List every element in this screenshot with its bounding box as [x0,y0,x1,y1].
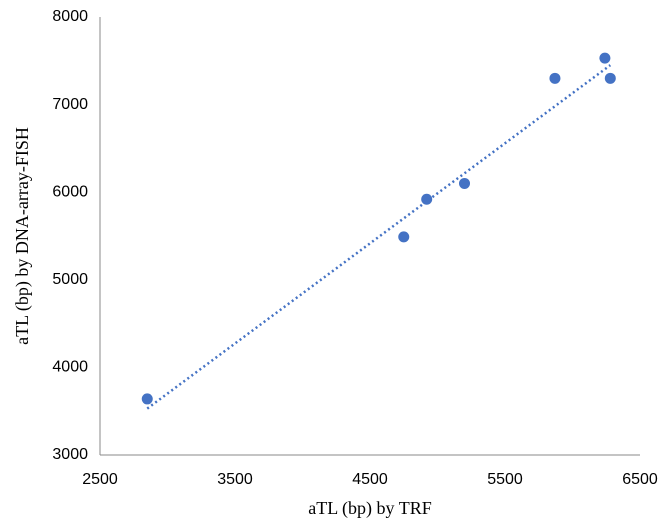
x-tick-label: 3500 [217,471,253,488]
x-tick-label: 6500 [622,471,658,488]
point [459,177,470,189]
y-tick-label: 8000 [52,8,88,25]
y-tick-label: 4000 [52,359,88,376]
y-tick-label: 6000 [52,183,88,200]
point [398,231,410,243]
x-tick-label: 4500 [352,471,388,488]
point [141,393,153,405]
point [421,193,433,205]
point [549,72,561,84]
x-axis-title: aTL (bp) by TRF [308,498,432,519]
y-tick-label: 7000 [52,96,88,113]
y-tick-label: 3000 [52,446,88,463]
y-tick-label: 5000 [52,271,88,288]
x-tick-label: 2500 [82,471,118,488]
trendline [146,64,612,410]
y-axis-title: aTL (bp) by DNA-array-FISH [12,127,33,345]
point [604,72,616,84]
x-tick-label: 5500 [487,471,523,488]
point [599,52,611,64]
